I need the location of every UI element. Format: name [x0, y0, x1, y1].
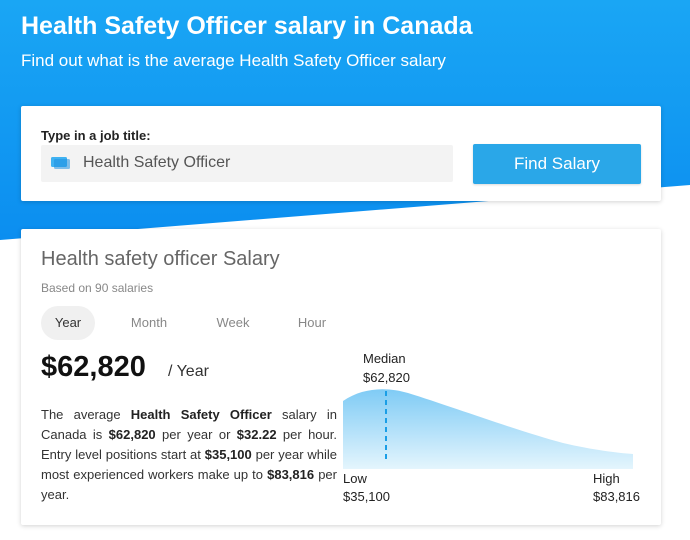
salary-distribution-curve [343, 389, 633, 469]
page-title: Health Safety Officer salary in Canada [21, 12, 473, 40]
tab-week[interactable]: Week [216, 315, 250, 330]
high-value: $83,816 [593, 489, 640, 504]
job-title-label: Type in a job title: [41, 128, 151, 143]
desc-yearly: $62,820 [108, 427, 156, 442]
tab-year[interactable]: Year [41, 306, 95, 340]
job-title-value: Health Safety Officer [83, 154, 231, 171]
salary-description: The average Health Safety Officer salary… [41, 407, 337, 502]
distribution-area [343, 389, 633, 469]
tab-hour[interactable]: Hour [297, 315, 327, 330]
desc-hourly: $32.22 [236, 427, 277, 442]
job-title-input[interactable]: Health Safety Officer [41, 145, 453, 182]
median-value: $62,820 [363, 370, 410, 385]
salary-title: Health safety officer Salary [41, 248, 280, 270]
salary-period: / Year [168, 363, 209, 380]
job-title-icon [51, 157, 70, 169]
salary-card: Health safety officer Salary Based on 90… [21, 229, 661, 525]
tab-month[interactable]: Month [130, 315, 168, 330]
salary-amount: $62,820 [41, 351, 146, 383]
salary-count: Based on 90 salaries [41, 281, 154, 295]
median-label: Median [363, 351, 406, 366]
desc-job-title: Health Safety Officer [130, 407, 272, 422]
low-label: Low [343, 471, 367, 486]
search-card: Type in a job title: Health Safety Offic… [21, 106, 661, 201]
low-value: $35,100 [343, 489, 390, 504]
find-salary-button[interactable]: Find Salary [473, 144, 641, 184]
high-label: High [593, 471, 620, 486]
page-subtitle: Find out what is the average Health Safe… [21, 51, 446, 70]
desc-max: $83,816 [267, 467, 315, 482]
desc-entry: $35,100 [204, 447, 252, 462]
